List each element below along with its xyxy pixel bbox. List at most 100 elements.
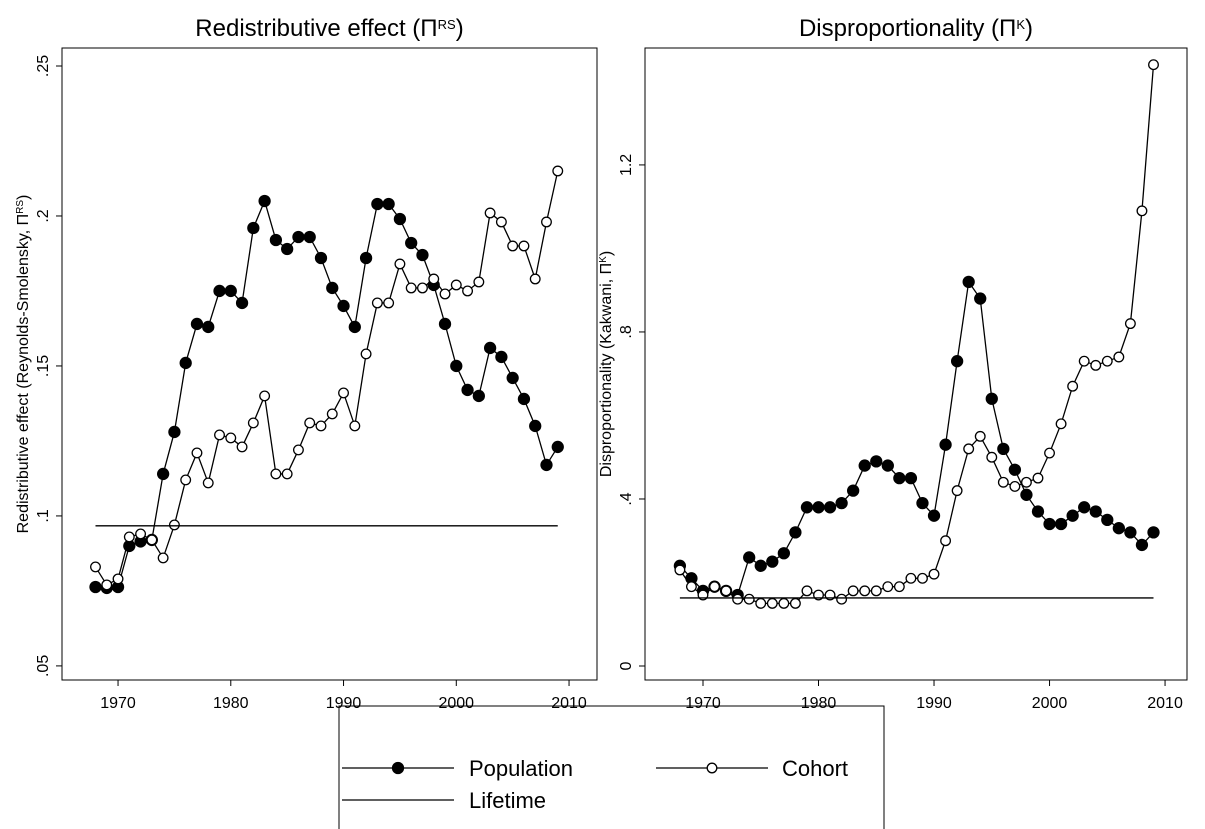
point [870, 455, 883, 468]
point [202, 320, 215, 334]
point [986, 451, 998, 463]
point [326, 408, 338, 420]
y-tick-label: .15 [35, 355, 52, 377]
point [881, 459, 894, 472]
x-tick-label: 2010 [1147, 695, 1183, 712]
point [674, 564, 686, 576]
y-tick-label: 0 [618, 661, 635, 670]
point [235, 296, 249, 310]
point [823, 501, 837, 514]
point [303, 230, 316, 244]
text-part: RS [438, 17, 456, 32]
point [156, 467, 170, 481]
point [1020, 488, 1033, 501]
point [1124, 318, 1136, 330]
y-axis-label: Disproportionality (Kakwani, ΠK) [598, 251, 616, 477]
point [743, 551, 756, 564]
x-tick-label: 1990 [326, 695, 362, 712]
point [191, 447, 203, 459]
point [90, 561, 101, 573]
point [270, 468, 282, 480]
y-tick-label: .2 [35, 209, 52, 222]
chart-title: Disproportionality (ΠK) [799, 15, 1033, 42]
point [123, 531, 135, 543]
series-line [95, 199, 559, 589]
point [157, 552, 169, 564]
x-tick-label: 1970 [685, 695, 721, 712]
legend-frame [338, 705, 885, 829]
point [927, 509, 941, 522]
point [1090, 359, 1102, 371]
point [893, 581, 905, 593]
series-line [679, 280, 1154, 596]
point [777, 547, 790, 560]
point [507, 240, 519, 252]
point [190, 317, 204, 331]
text-part: ) [15, 195, 32, 200]
point [417, 282, 428, 294]
point [1147, 526, 1160, 539]
point [1136, 205, 1148, 217]
point [916, 497, 929, 510]
point [997, 442, 1010, 456]
point [281, 242, 294, 256]
point [732, 593, 744, 605]
point [950, 355, 964, 368]
point [1044, 447, 1055, 459]
point [1020, 476, 1032, 488]
point [847, 484, 860, 497]
point [495, 350, 508, 364]
point [1112, 522, 1125, 535]
x-tick-label: 1980 [213, 695, 249, 712]
x-tick-label: 1980 [801, 695, 837, 712]
point [506, 371, 519, 385]
text-part: Disproportionality (Π [799, 15, 1016, 42]
point [337, 299, 350, 313]
x-tick-label: 1990 [916, 695, 952, 712]
point [529, 419, 542, 433]
text-part: Redistributive effect (Π [195, 15, 437, 42]
point [529, 273, 541, 285]
point [789, 597, 801, 609]
point [473, 276, 485, 288]
point [974, 430, 986, 442]
point [168, 425, 181, 439]
point [428, 273, 440, 285]
text-part: K [1016, 17, 1025, 32]
point [382, 197, 395, 211]
point [224, 284, 237, 298]
point [1009, 481, 1021, 492]
point [214, 429, 225, 441]
text-part: RS [15, 200, 26, 214]
x-tick-label: 2010 [551, 695, 587, 712]
point [939, 438, 952, 451]
point [540, 458, 553, 472]
point [292, 230, 305, 244]
point [859, 585, 871, 597]
point [836, 593, 848, 605]
text-part: K [598, 256, 609, 263]
point [743, 593, 755, 605]
point [882, 581, 894, 593]
point [904, 471, 918, 485]
point [213, 284, 226, 298]
point [101, 579, 113, 591]
point [962, 275, 975, 288]
point [371, 297, 383, 309]
point [472, 389, 485, 403]
point [789, 526, 802, 539]
point [450, 279, 462, 291]
point [326, 281, 339, 295]
y-tick-label: .25 [35, 55, 52, 77]
point [552, 165, 564, 177]
point [518, 240, 530, 252]
point [1043, 517, 1056, 531]
point [225, 432, 237, 444]
point [394, 258, 406, 270]
point [517, 392, 531, 406]
point [1124, 526, 1137, 539]
point [800, 501, 814, 514]
point [1008, 463, 1022, 476]
point [1113, 351, 1125, 363]
